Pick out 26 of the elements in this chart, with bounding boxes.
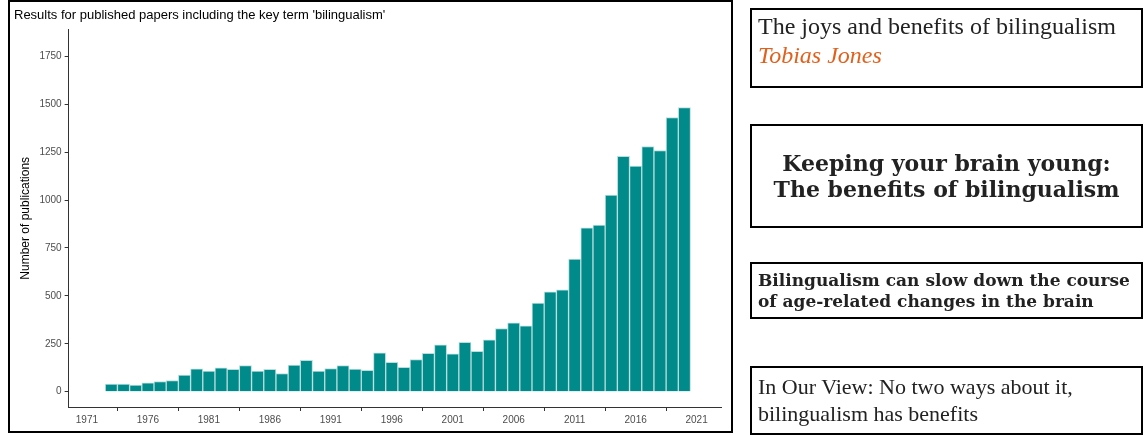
text: In Our View: No two ways about it, bilingualism has benefits — [758, 374, 1074, 427]
x-tick-label: 2016 — [624, 413, 648, 425]
y-tick-label: 750 — [44, 241, 63, 253]
x-tick-label: 2011 — [563, 413, 586, 425]
x-tick-label: 2001 — [441, 413, 465, 425]
x-tick-label: 1981 — [197, 413, 221, 425]
y-tick-label: 1500 — [39, 98, 63, 110]
x-tick-label: 1996 — [380, 413, 404, 425]
y-axis-title: Number of publications — [17, 156, 32, 280]
x-tick-label: 2021 — [685, 413, 709, 425]
text: Keeping your brain young: The benefits of bilingualism — [772, 149, 1121, 203]
text: Bilingualism can slow down the course of age-related changes in the brain — [758, 270, 1131, 311]
x-tick-label: 2006 — [502, 413, 526, 425]
chart-title: Results for published papers including the key term 'bilingualism' — [14, 7, 386, 23]
text: Tobias Jones — [758, 40, 883, 70]
y-tick-label: 250 — [44, 337, 63, 349]
y-tick-label: 0 — [56, 385, 63, 397]
x-tick-label: 1971 — [75, 413, 99, 425]
y-tick-label: 1750 — [39, 50, 63, 62]
y-tick-label: 1250 — [39, 145, 63, 157]
x-tick-label: 1991 — [319, 413, 343, 425]
y-tick-label: 500 — [44, 289, 63, 301]
x-tick-label: 1986 — [258, 413, 282, 425]
y-tick-label: 1000 — [39, 193, 63, 205]
x-tick-label: 1976 — [136, 413, 160, 425]
text: The joys and benefits of bilingualism — [758, 12, 1117, 41]
